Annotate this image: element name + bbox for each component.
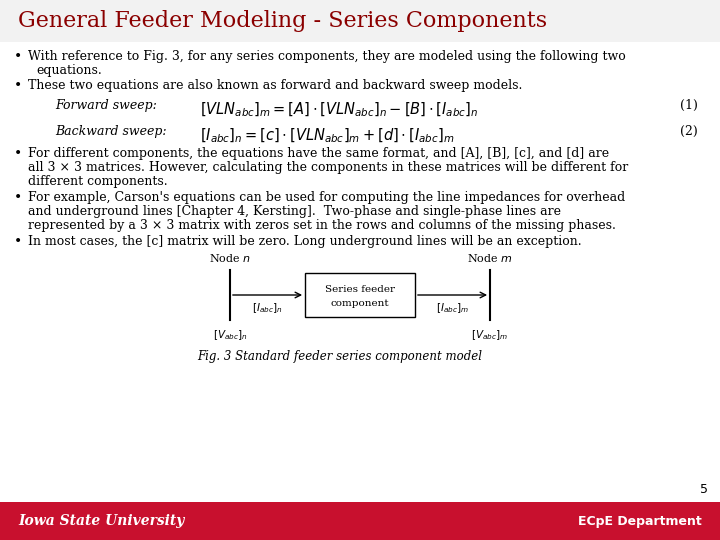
Text: Series feeder: Series feeder bbox=[325, 286, 395, 294]
Text: Backward sweep:: Backward sweep: bbox=[55, 125, 166, 138]
Text: •: • bbox=[14, 79, 22, 93]
Text: (1): (1) bbox=[680, 99, 698, 112]
Text: In most cases, the [c] matrix will be zero. Long underground lines will be an ex: In most cases, the [c] matrix will be ze… bbox=[28, 235, 582, 248]
Text: •: • bbox=[14, 147, 22, 161]
Text: equations.: equations. bbox=[36, 64, 102, 77]
Text: 5: 5 bbox=[700, 483, 708, 496]
Text: Node $n$: Node $n$ bbox=[209, 252, 251, 264]
Text: $[V_{abc}]_n$: $[V_{abc}]_n$ bbox=[212, 328, 248, 342]
Bar bbox=[305, 273, 415, 317]
Text: Iowa State University: Iowa State University bbox=[18, 514, 184, 528]
Text: represented by a 3 × 3 matrix with zeros set in the rows and columns of the miss: represented by a 3 × 3 matrix with zeros… bbox=[28, 219, 616, 232]
Text: different components.: different components. bbox=[28, 175, 168, 188]
Text: With reference to Fig. 3, for any series components, they are modeled using the : With reference to Fig. 3, for any series… bbox=[28, 50, 626, 63]
Text: These two equations are also known as forward and backward sweep models.: These two equations are also known as fo… bbox=[28, 79, 523, 92]
Text: Fig. 3 Standard feeder series component model: Fig. 3 Standard feeder series component … bbox=[197, 350, 482, 363]
Text: General Feeder Modeling - Series Components: General Feeder Modeling - Series Compone… bbox=[18, 10, 547, 32]
Text: $[I_{abc}]_n=[c]\cdot[VLN_{abc}]_m+[d]\cdot[I_{abc}]_m$: $[I_{abc}]_n=[c]\cdot[VLN_{abc}]_m+[d]\c… bbox=[200, 127, 454, 145]
Text: $[I_{abc}]_m$: $[I_{abc}]_m$ bbox=[436, 301, 469, 315]
Text: and underground lines [Chapter 4, Kersting].  Two-phase and single-phase lines a: and underground lines [Chapter 4, Kersti… bbox=[28, 205, 561, 218]
Text: $[I_{abc}]_n$: $[I_{abc}]_n$ bbox=[252, 301, 283, 315]
Text: •: • bbox=[14, 50, 22, 64]
Text: •: • bbox=[14, 235, 22, 249]
Text: component: component bbox=[330, 299, 390, 307]
Text: For different components, the equations have the same format, and [A], [B], [c],: For different components, the equations … bbox=[28, 147, 609, 160]
Text: Forward sweep:: Forward sweep: bbox=[55, 99, 157, 112]
Text: •: • bbox=[14, 191, 22, 205]
Bar bbox=[0, 502, 720, 540]
Text: (2): (2) bbox=[680, 125, 698, 138]
Text: For example, Carson's equations can be used for computing the line impedances fo: For example, Carson's equations can be u… bbox=[28, 191, 625, 204]
Bar bbox=[0, 0, 720, 42]
Text: $[V_{abc}]_m$: $[V_{abc}]_m$ bbox=[472, 328, 508, 342]
Text: all 3 × 3 matrices. However, calculating the components in these matrices will b: all 3 × 3 matrices. However, calculating… bbox=[28, 161, 629, 174]
Text: Node $m$: Node $m$ bbox=[467, 252, 513, 264]
Text: $[VLN_{abc}]_m=[A]\cdot[VLN_{abc}]_n-[B]\cdot[I_{abc}]_n$: $[VLN_{abc}]_m=[A]\cdot[VLN_{abc}]_n-[B]… bbox=[200, 101, 478, 119]
Text: ECpE Department: ECpE Department bbox=[578, 515, 702, 528]
